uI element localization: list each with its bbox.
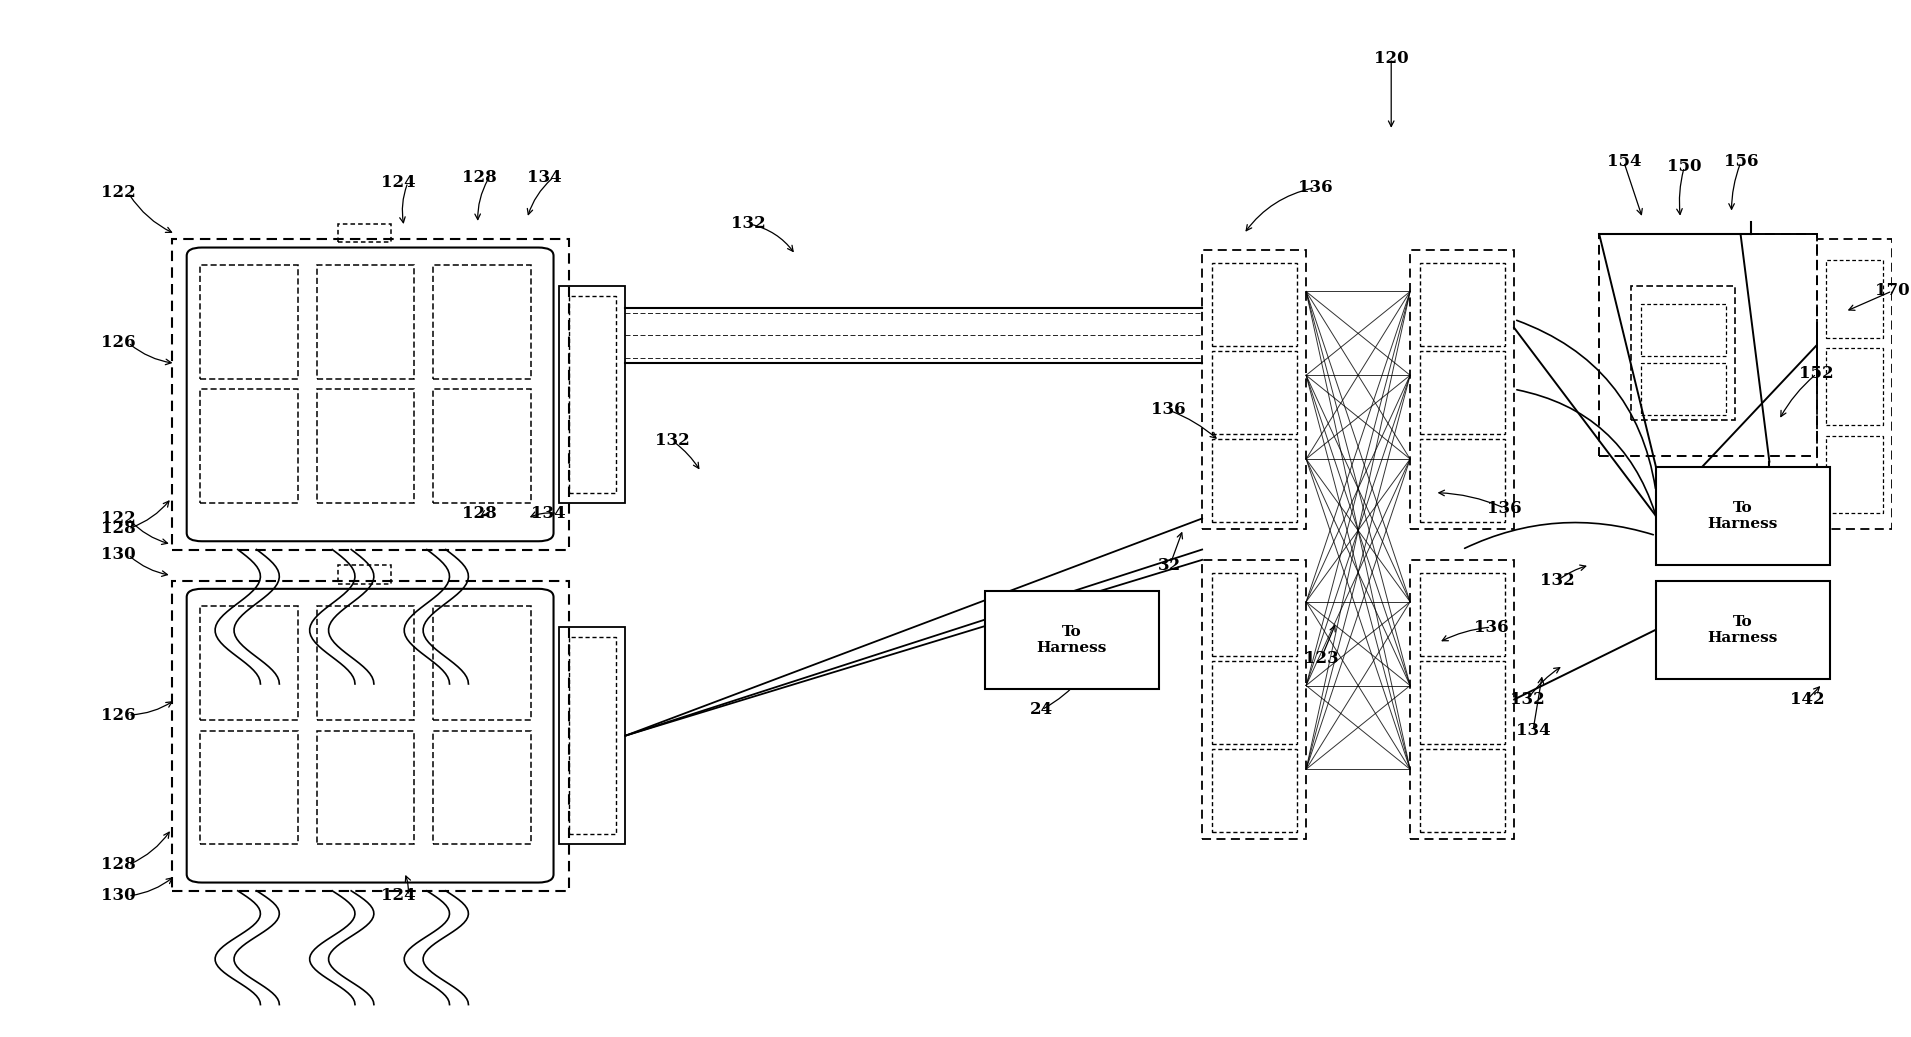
Text: 126: 126 [101, 334, 136, 352]
Bar [172, 240, 569, 550]
Text: 154: 154 [1607, 153, 1642, 170]
Text: 132: 132 [730, 216, 766, 232]
Text: 150: 150 [1666, 159, 1701, 175]
Bar [1212, 662, 1298, 744]
Bar [1827, 347, 1882, 425]
Text: 136: 136 [1298, 179, 1332, 196]
Bar [1600, 234, 1817, 456]
Text: 132: 132 [1510, 691, 1544, 708]
Text: 136: 136 [1150, 401, 1185, 418]
Bar [984, 591, 1158, 690]
Text: 132: 132 [655, 432, 690, 449]
Bar [338, 565, 392, 584]
Text: To
Harness: To Harness [1036, 625, 1106, 655]
Text: 130: 130 [101, 546, 136, 563]
Text: 132: 132 [1540, 572, 1575, 589]
Text: 136: 136 [1487, 500, 1521, 516]
Bar [1420, 749, 1504, 832]
Bar [1212, 351, 1298, 433]
Text: 170: 170 [1875, 282, 1909, 300]
Bar [1212, 573, 1298, 656]
Bar [317, 730, 415, 844]
Bar [1202, 560, 1305, 839]
Text: 142: 142 [1791, 691, 1825, 708]
Text: 24: 24 [1030, 701, 1053, 719]
Bar [560, 286, 625, 503]
Bar [434, 389, 531, 503]
Text: 128: 128 [462, 505, 497, 522]
Text: 156: 156 [1724, 153, 1758, 170]
Bar [1212, 749, 1298, 832]
Text: 126: 126 [101, 706, 136, 724]
Text: 152: 152 [1800, 365, 1835, 383]
Text: 128: 128 [462, 169, 497, 186]
Bar [434, 730, 531, 844]
Text: 130: 130 [101, 888, 136, 904]
Bar [1212, 263, 1298, 345]
Text: 124: 124 [380, 888, 417, 904]
Bar [1420, 351, 1504, 433]
Bar [317, 607, 415, 720]
Bar [569, 638, 615, 834]
Bar [1657, 467, 1831, 565]
Bar [201, 389, 298, 503]
Text: 134: 134 [531, 505, 566, 522]
Bar [1817, 240, 1892, 529]
Text: 134: 134 [1515, 722, 1550, 739]
Text: 32: 32 [1158, 557, 1181, 573]
Bar [201, 265, 298, 379]
Bar [317, 389, 415, 503]
Bar [172, 581, 569, 891]
Bar [1632, 286, 1735, 420]
Bar [1202, 250, 1305, 529]
Text: 128: 128 [101, 857, 136, 873]
Bar [338, 224, 392, 243]
Bar [1657, 581, 1831, 679]
Bar [569, 297, 615, 493]
Text: 128: 128 [101, 521, 136, 537]
Bar [1420, 662, 1504, 744]
Bar [1420, 263, 1504, 345]
Bar [1642, 304, 1726, 356]
Text: To
Harness: To Harness [1708, 501, 1777, 531]
Bar [1642, 363, 1726, 415]
Bar [317, 265, 415, 379]
Text: 142: 142 [1791, 500, 1825, 516]
Text: 122: 122 [101, 185, 136, 201]
Bar [1212, 439, 1298, 522]
Bar [434, 265, 531, 379]
Bar [434, 607, 531, 720]
Bar [201, 607, 298, 720]
Bar [1410, 560, 1514, 839]
Text: 123: 123 [1303, 649, 1338, 667]
Bar [1827, 436, 1882, 513]
Text: 122: 122 [101, 510, 136, 527]
Text: 136: 136 [1473, 619, 1510, 636]
Bar [1420, 439, 1504, 522]
Bar [560, 627, 625, 844]
Bar [1420, 573, 1504, 656]
Text: To
Harness: To Harness [1708, 615, 1777, 645]
Bar [1827, 260, 1882, 337]
Text: 124: 124 [380, 174, 417, 191]
Text: 134: 134 [527, 169, 562, 186]
Text: 120: 120 [1374, 50, 1408, 66]
Bar [201, 730, 298, 844]
Bar [1410, 250, 1514, 529]
